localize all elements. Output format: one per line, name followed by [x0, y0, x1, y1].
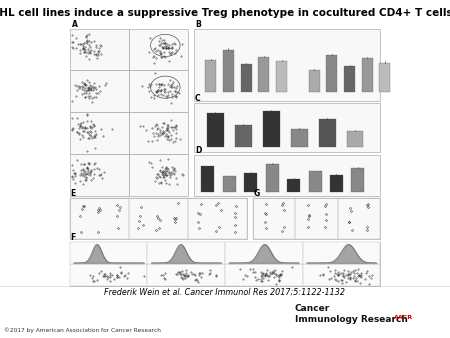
Bar — [309, 171, 322, 192]
Text: C: C — [195, 94, 200, 103]
Bar — [129, 29, 188, 71]
Text: Cancer
Immunology Research: Cancer Immunology Research — [295, 305, 408, 324]
Bar — [253, 198, 295, 239]
Bar — [70, 198, 247, 239]
Bar — [302, 264, 380, 286]
Bar — [70, 71, 129, 112]
Text: D: D — [195, 146, 201, 154]
Bar — [235, 125, 252, 147]
Bar — [266, 164, 279, 192]
Text: F: F — [71, 233, 76, 242]
Bar — [205, 59, 216, 92]
Bar — [344, 66, 355, 92]
Bar — [148, 242, 225, 264]
Bar — [225, 242, 302, 264]
Bar — [70, 242, 380, 286]
Bar — [129, 71, 188, 112]
Text: cHL cell lines induce a suppressive Treg phenotype in cocultured CD4+ T cells.: cHL cell lines induce a suppressive Treg… — [0, 8, 450, 19]
Bar — [326, 55, 338, 92]
Bar — [309, 70, 320, 92]
Bar — [240, 64, 252, 92]
Bar — [148, 264, 225, 286]
Bar — [70, 198, 129, 239]
Text: B: B — [195, 20, 201, 29]
Bar — [258, 57, 270, 92]
Bar — [70, 242, 148, 264]
Bar — [291, 129, 308, 147]
Bar — [188, 198, 247, 239]
Bar — [223, 50, 234, 92]
Bar — [319, 119, 336, 147]
Bar — [223, 176, 236, 192]
Bar — [194, 103, 380, 152]
Bar — [129, 112, 188, 154]
Bar — [287, 179, 300, 192]
Text: AACR: AACR — [394, 315, 413, 320]
Bar — [346, 131, 364, 147]
Bar — [263, 111, 279, 147]
Bar — [330, 175, 343, 192]
Text: E: E — [71, 189, 76, 198]
Text: ©2017 by American Association for Cancer Research: ©2017 by American Association for Cancer… — [4, 327, 162, 333]
Bar — [338, 198, 380, 239]
Bar — [202, 166, 215, 192]
Text: Frederik Wein et al. Cancer Immunol Res 2017;5:1122-1132: Frederik Wein et al. Cancer Immunol Res … — [104, 288, 346, 297]
Bar — [362, 58, 373, 92]
Bar — [70, 29, 129, 71]
Bar — [129, 154, 188, 196]
Bar — [244, 173, 257, 192]
Bar — [194, 154, 380, 196]
Bar — [207, 113, 224, 147]
Bar — [276, 62, 287, 92]
Bar — [194, 29, 380, 101]
Bar — [70, 154, 129, 196]
Bar — [302, 242, 380, 264]
Bar — [379, 63, 391, 92]
Bar — [70, 264, 148, 286]
Bar — [225, 264, 302, 286]
Bar — [129, 198, 188, 239]
Bar — [295, 198, 338, 239]
Text: A: A — [72, 20, 78, 29]
Text: G: G — [254, 189, 260, 198]
Bar — [351, 168, 364, 192]
Bar — [253, 198, 380, 239]
Bar — [70, 112, 129, 154]
